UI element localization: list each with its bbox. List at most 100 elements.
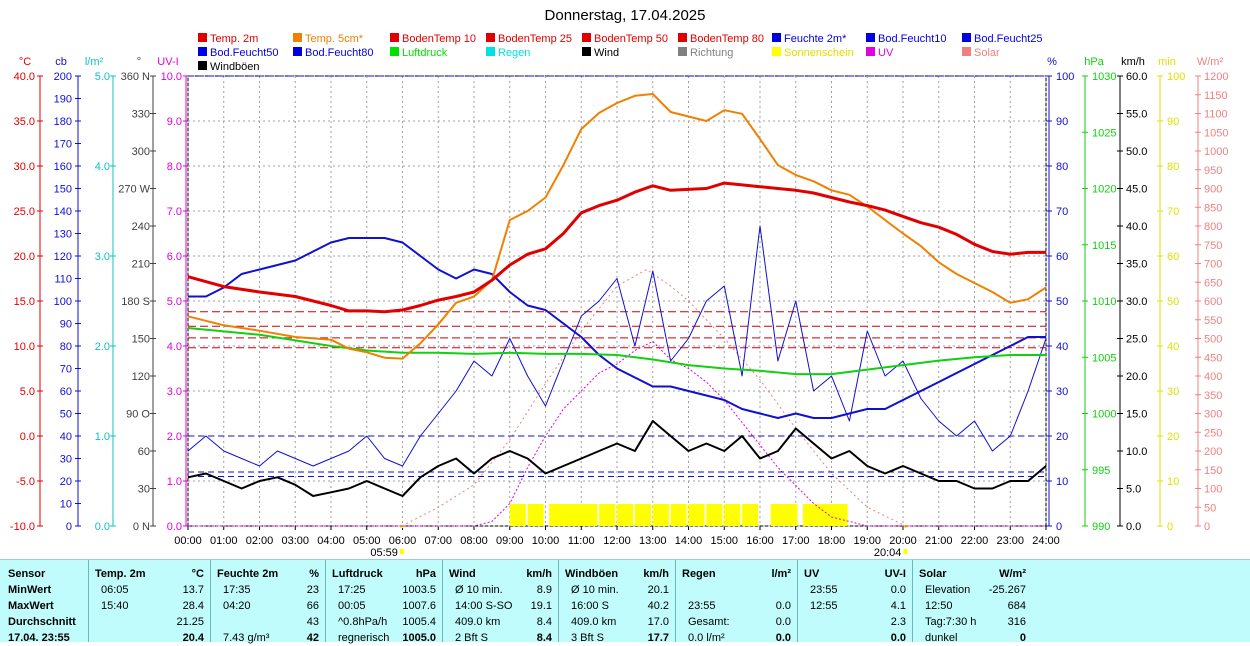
cell-value: 19.1 — [530, 600, 552, 612]
sunshine-bar — [706, 504, 723, 526]
rain-tick-label: 0.0 — [95, 521, 110, 533]
solar-tick-label: 250 — [1204, 427, 1222, 439]
cb-tick-label: 40 — [60, 431, 72, 443]
dir-tick-label: 240 — [132, 221, 150, 233]
cell-label: 16:00 S — [571, 600, 609, 612]
sun-tick-label: 40 — [1167, 341, 1179, 353]
cb-tick-label: 170 — [54, 139, 72, 151]
column-unit: % — [309, 568, 319, 580]
series-feuchte-2m- — [188, 237, 1046, 419]
column-header: Luftdruck — [332, 568, 383, 580]
cell-label: Ø 10 min. — [455, 584, 503, 596]
column-header: Feuchte 2m — [217, 568, 279, 580]
sunshine-bar — [831, 504, 848, 526]
cb-tick-label: 10 — [60, 499, 72, 511]
solar-tick-label: 100 — [1204, 484, 1222, 496]
cell-label: 04:20 — [223, 600, 251, 612]
cell-value: 8.4 — [536, 616, 552, 628]
cb-tick-label: 70 — [60, 364, 72, 376]
solar-tick-label: 750 — [1204, 240, 1222, 252]
press-tick-label: 1010 — [1092, 296, 1116, 308]
legend-label: Luftdruck — [402, 47, 448, 59]
wind-unit-label: km/h — [1121, 56, 1145, 68]
solar-tick-label: 1050 — [1204, 127, 1228, 139]
cell-value: 0.0 — [775, 616, 791, 628]
cell-label: 409.0 km — [571, 616, 617, 628]
cb-tick-label: 130 — [54, 229, 72, 241]
temp-tick-label: 0.0 — [20, 431, 35, 443]
cb-tick-label: 60 — [60, 386, 72, 398]
sunshine-bar — [527, 504, 544, 526]
wind-tick-label: 10.0 — [1126, 446, 1147, 458]
cell-label: Gesamt: — [688, 616, 730, 628]
solar-tick-label: 350 — [1204, 390, 1222, 402]
sunshine-bar — [652, 504, 669, 526]
cell-value: 1005.0 — [402, 632, 436, 644]
cell-value: 42 — [306, 632, 319, 644]
table-column: Temp. 2m °C 06:05 13.7 15:40 28.4 21.25 20.4 — [88, 560, 211, 644]
sunrise-label-sun — [399, 549, 404, 554]
sun-tick-label: 80 — [1167, 161, 1179, 173]
temp-tick-label: 25.0 — [14, 206, 35, 218]
uv-tick-label: 10.0 — [161, 71, 182, 83]
solar-tick-label: 200 — [1204, 446, 1222, 458]
plot-area — [187, 75, 1047, 527]
x-tick-label: 06:00 — [389, 535, 417, 547]
row-label: 17.04. 23:55 — [8, 632, 70, 644]
cb-tick-label: 100 — [54, 296, 72, 308]
hum-tick-label: 70 — [1056, 206, 1068, 218]
legend-label: Temp. 5cm* — [305, 33, 364, 45]
x-tick-label: 10:00 — [532, 535, 560, 547]
sunrise-label: 05:59 — [370, 547, 398, 559]
sun-tick-label: 0 — [1167, 521, 1173, 533]
cell-value: 0.0 — [890, 632, 906, 644]
wind-tick-label: 60.0 — [1126, 71, 1147, 83]
press-tick-label: 1020 — [1092, 184, 1116, 196]
legend-label: Feuchte 2m* — [784, 33, 847, 45]
hum-unit-label: % — [1047, 56, 1057, 68]
sun-tick-label: 30 — [1167, 386, 1179, 398]
cell-value: 1007.6 — [402, 600, 436, 612]
sunshine-bar — [802, 504, 819, 526]
cb-tick-label: 50 — [60, 409, 72, 421]
cb-tick-label: 180 — [54, 116, 72, 128]
cell-label: 23:55 — [688, 600, 716, 612]
cell-value: -25.267 — [988, 584, 1026, 596]
legend-label: Bod.Feucht80 — [305, 47, 374, 59]
uv-tick-label: 0.0 — [167, 521, 182, 533]
hum-tick-label: 0 — [1056, 521, 1062, 533]
legend-swatch — [582, 47, 591, 56]
sunshine-bar — [688, 504, 705, 526]
cell-value: 43 — [306, 616, 319, 628]
wind-tick-label: 40.0 — [1126, 221, 1147, 233]
column-header: UV — [804, 568, 820, 580]
cb-tick-label: 90 — [60, 319, 72, 331]
uv-tick-label: 6.0 — [167, 251, 182, 263]
row-label: MaxWert — [8, 600, 54, 612]
solar-tick-label: 600 — [1204, 296, 1222, 308]
series-solar — [401, 269, 906, 527]
solar-tick-label: 1150 — [1204, 90, 1228, 102]
solar-tick-label: 50 — [1204, 502, 1216, 514]
table-column: Feuchte 2m% 17:35 23 04:20 66 43 7.43 g/m³ 42 — [210, 560, 326, 644]
cell-value: 13.7 — [182, 584, 204, 596]
cell-label: 23:55 — [810, 584, 838, 596]
legend: Temp. 2m Temp. 5cm* BodenTemp 10 BodenTemp … — [198, 33, 1043, 73]
hum-tick-label: 40 — [1056, 341, 1068, 353]
legend-swatch — [866, 47, 875, 56]
column-unit: °C — [191, 568, 204, 580]
legend-label: Solar — [974, 47, 1000, 59]
cell-value: 0 — [1019, 632, 1026, 644]
press-tick-label: 1030 — [1092, 71, 1116, 83]
column-header: Regen — [682, 568, 716, 580]
solar-tick-label: 700 — [1204, 259, 1222, 271]
wind-tick-label: 5.0 — [1126, 484, 1141, 496]
press-tick-label: 995 — [1092, 465, 1110, 477]
solar-tick-label: 1200 — [1204, 71, 1228, 83]
x-tick-label: 13:00 — [639, 535, 667, 547]
hum-tick-label: 90 — [1056, 116, 1068, 128]
hum-tick-label: 20 — [1056, 431, 1068, 443]
cell-label: 2 Bft S — [455, 632, 489, 644]
cb-tick-label: 80 — [60, 341, 72, 353]
cell-label: Elevation — [925, 584, 971, 596]
